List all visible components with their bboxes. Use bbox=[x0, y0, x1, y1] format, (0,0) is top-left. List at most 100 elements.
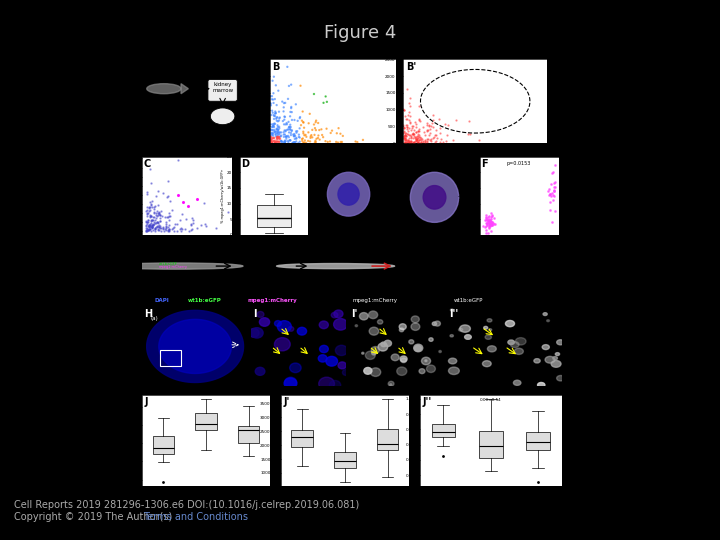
Point bbox=[284, 136, 295, 145]
Text: Cryoinjury: Cryoinjury bbox=[406, 250, 434, 255]
Point bbox=[309, 131, 320, 139]
Point bbox=[142, 226, 153, 234]
PathPatch shape bbox=[334, 452, 356, 468]
Point bbox=[404, 137, 415, 145]
Circle shape bbox=[343, 369, 350, 375]
Point bbox=[160, 223, 171, 232]
Point bbox=[421, 126, 433, 134]
Point bbox=[310, 126, 322, 134]
Point bbox=[154, 224, 166, 232]
Point bbox=[282, 120, 293, 129]
Point bbox=[413, 138, 424, 146]
Point bbox=[423, 122, 434, 131]
Point bbox=[549, 178, 561, 186]
Point bbox=[284, 120, 296, 129]
Point bbox=[293, 132, 305, 141]
Point bbox=[291, 129, 302, 137]
Point bbox=[185, 225, 197, 234]
Text: nephro.mar: nephro.mar bbox=[344, 228, 365, 233]
Circle shape bbox=[421, 357, 431, 365]
Point bbox=[405, 133, 416, 142]
Point bbox=[272, 123, 284, 131]
Point bbox=[271, 125, 283, 134]
Point bbox=[274, 134, 285, 143]
Point bbox=[274, 130, 285, 138]
Point bbox=[290, 100, 302, 109]
Point bbox=[398, 127, 410, 136]
Point bbox=[410, 134, 421, 143]
Point bbox=[402, 138, 414, 147]
Point bbox=[143, 216, 154, 225]
Point bbox=[151, 211, 163, 220]
Circle shape bbox=[546, 320, 549, 322]
Point bbox=[163, 212, 175, 220]
Point bbox=[415, 134, 426, 143]
Point bbox=[270, 109, 282, 118]
Circle shape bbox=[210, 108, 235, 125]
Point bbox=[337, 132, 348, 140]
Point bbox=[430, 125, 441, 134]
Point bbox=[482, 215, 493, 224]
Point bbox=[398, 127, 410, 136]
Point bbox=[544, 191, 555, 199]
Point bbox=[146, 216, 158, 225]
Point bbox=[403, 123, 415, 132]
Circle shape bbox=[288, 327, 294, 332]
Point bbox=[279, 120, 290, 129]
Point bbox=[278, 103, 289, 112]
Circle shape bbox=[391, 354, 399, 361]
Point bbox=[151, 207, 163, 215]
Point bbox=[161, 217, 172, 226]
Point bbox=[546, 192, 557, 200]
Point bbox=[273, 128, 284, 137]
Point bbox=[156, 212, 168, 220]
Point bbox=[289, 131, 300, 140]
Circle shape bbox=[450, 335, 454, 337]
Point bbox=[419, 138, 431, 147]
Circle shape bbox=[419, 369, 425, 374]
Point bbox=[278, 99, 289, 107]
Point bbox=[294, 124, 305, 133]
Point bbox=[405, 102, 416, 110]
Point bbox=[404, 93, 415, 102]
Point bbox=[265, 131, 276, 140]
Text: E: E bbox=[318, 159, 325, 169]
Circle shape bbox=[538, 382, 545, 388]
Point bbox=[168, 227, 180, 235]
Circle shape bbox=[370, 368, 381, 376]
Point bbox=[404, 131, 415, 140]
Point bbox=[419, 137, 431, 145]
Point bbox=[320, 92, 331, 101]
Point bbox=[412, 138, 423, 147]
Point bbox=[142, 222, 153, 231]
Circle shape bbox=[451, 309, 454, 311]
Point bbox=[424, 125, 436, 133]
Point bbox=[485, 220, 496, 228]
Text: wt1b:eGFP: wt1b:eGFP bbox=[454, 298, 483, 303]
Point bbox=[405, 139, 417, 147]
Point bbox=[264, 137, 276, 145]
Point bbox=[148, 219, 160, 228]
Point bbox=[164, 197, 176, 205]
Point bbox=[274, 128, 286, 137]
Point bbox=[404, 116, 415, 125]
Point bbox=[271, 133, 283, 141]
Point bbox=[271, 129, 283, 138]
Point bbox=[410, 135, 421, 144]
Point bbox=[335, 130, 346, 138]
Text: J'': J'' bbox=[423, 397, 432, 407]
Circle shape bbox=[255, 367, 265, 375]
Point bbox=[302, 137, 314, 145]
Point bbox=[279, 130, 291, 139]
Point bbox=[426, 122, 437, 130]
Point bbox=[271, 101, 282, 110]
Point bbox=[398, 133, 410, 141]
Point bbox=[426, 134, 437, 143]
Point bbox=[145, 200, 157, 209]
Point bbox=[274, 133, 285, 141]
Circle shape bbox=[326, 356, 338, 366]
Point bbox=[310, 116, 322, 125]
Circle shape bbox=[542, 345, 549, 349]
Point bbox=[415, 137, 426, 146]
Point bbox=[182, 201, 194, 210]
